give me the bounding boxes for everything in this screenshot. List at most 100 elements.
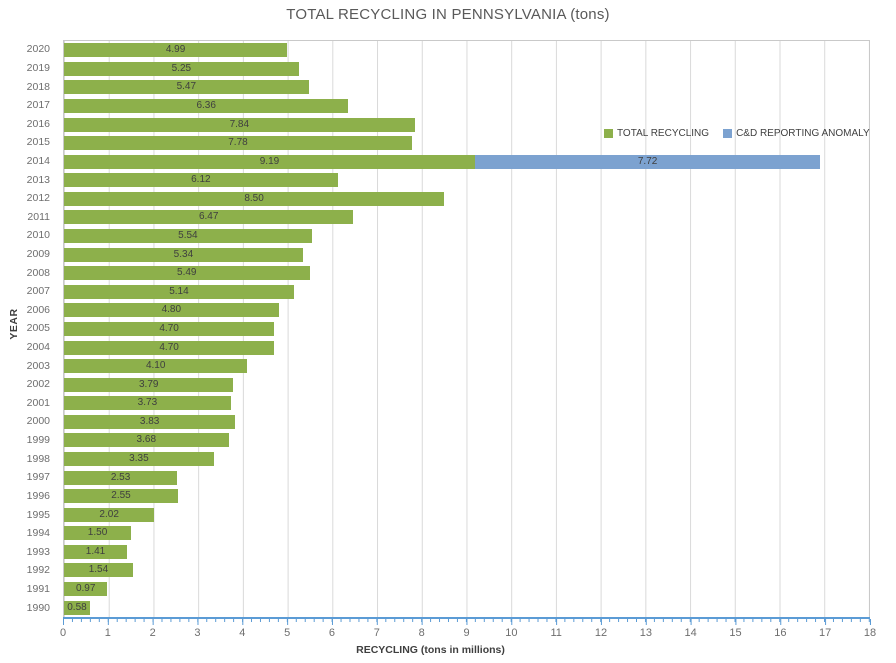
year-tick-label: 1992: [26, 564, 50, 577]
total-recycling-bar: 4.10: [64, 359, 248, 374]
year-tick-label: 2012: [26, 192, 50, 205]
x-tick-label: 11: [550, 627, 562, 639]
total-recycling-bar: 7.84: [64, 117, 415, 132]
year-tick-label: 2000: [26, 415, 50, 428]
x-tick-label: 7: [373, 627, 380, 639]
year-tick-label: 1995: [26, 508, 50, 521]
legend-label: C&D REPORTING ANOMALY: [736, 128, 870, 139]
bar-value-label: 9.19: [259, 155, 280, 167]
bar-value-label: 4.70: [159, 341, 179, 353]
year-tick-label: 1993: [26, 545, 50, 558]
legend-item-cd-anomaly: C&D REPORTING ANOMALY: [723, 128, 870, 139]
bar-row: 7.78: [64, 134, 869, 153]
y-axis-tick-labels: 2020 2019 2018 2017 2016 2015 2014 2013 2012 2011…: [0, 40, 57, 617]
year-tick-label: 2005: [26, 322, 50, 335]
cd-anomaly-swatch-icon: [723, 129, 733, 138]
year-tick-label: 2004: [26, 341, 50, 354]
bar-row: 3.68: [64, 431, 869, 450]
total-recycling-bar: 9.19: [64, 154, 475, 169]
total-recycling-bar: 1.41: [64, 544, 128, 559]
year-tick-label: 1990: [26, 601, 50, 614]
x-tick-label: 6: [328, 627, 336, 639]
bar-value-label: 3.79: [139, 378, 159, 390]
bar-row: 4.80: [64, 301, 869, 320]
bar-row: 4.99: [64, 41, 869, 60]
legend-item-total-recycling: TOTAL RECYCLING: [604, 128, 709, 139]
total-recycling-bar: 5.49: [64, 266, 310, 281]
total-recycling-bar: 3.35: [64, 452, 214, 466]
total-recycling-bar: 1.50: [64, 526, 132, 541]
year-tick-label: 2015: [26, 136, 50, 149]
chart-title: TOTAL RECYCLING IN PENNSYLVANIA (tons): [286, 6, 610, 23]
bar-row: 6.36: [64, 97, 869, 116]
total-recycling-bar: 4.70: [64, 340, 275, 355]
bar-row: 7.84: [64, 115, 869, 134]
bar-value-label: 5.34: [173, 248, 194, 260]
bar-value-label: 2.02: [99, 508, 119, 520]
total-recycling-bar: 8.50: [64, 191, 445, 206]
bar-value-label: 8.50: [244, 192, 264, 204]
total-recycling-bar: 7.78: [64, 136, 412, 151]
bar-row: 2.55: [64, 487, 869, 506]
bar-value-label: 5.25: [171, 62, 192, 74]
bar-row: 6.12: [64, 171, 869, 190]
x-axis-major-ticks: [63, 619, 871, 625]
total-recycling-bar: 3.68: [64, 433, 229, 448]
bar-row: 5.14: [64, 283, 869, 302]
total-recycling-bar: 0.97: [64, 582, 108, 597]
bar-value-label: 1.41: [85, 545, 106, 557]
x-tick-label: 0: [59, 627, 67, 639]
bar-row: 5.34: [64, 245, 869, 264]
year-tick-label: 2014: [26, 154, 50, 167]
bar-value-label: 7.84: [229, 118, 250, 130]
bar-row: 1.41: [64, 543, 869, 562]
bar-row: 4.10: [64, 357, 869, 376]
total-recycling-bar: 2.53: [64, 470, 178, 485]
legend-label: TOTAL RECYCLING: [617, 128, 710, 139]
bar-row: 8.50: [64, 190, 869, 209]
bar-value-label: 5.49: [177, 267, 197, 279]
bar-row: 3.73: [64, 394, 869, 413]
bar-value-label: 0.58: [67, 601, 87, 613]
total-recycling-bar: 6.47: [64, 210, 354, 225]
x-tick-label: 3: [194, 627, 201, 639]
x-axis-line: [63, 617, 870, 619]
total-recycling-bar: 3.83: [64, 414, 236, 429]
x-axis-tick-labels: 0 1 2 3 4 5 6 7 8 9 10 11 12 13 14 15 16 17 18: [59, 627, 876, 641]
plot-area: 4.99 5.25 5.47 6.36 7.84 7.78 9.19 7.72 6.12 8.50…: [63, 40, 870, 617]
x-tick-label: 15: [729, 627, 742, 639]
x-tick-label: 12: [594, 627, 608, 639]
bar-value-label: 6.47: [198, 211, 219, 223]
bar-row: 3.35: [64, 450, 869, 469]
total-recycling-bar: 2.02: [64, 507, 155, 522]
x-tick-label: 1: [104, 627, 111, 639]
x-tick-label: 2: [149, 627, 156, 639]
bar-value-label: 2.53: [110, 471, 131, 483]
total-recycling-bar: 5.47: [64, 80, 309, 95]
year-tick-label: 2010: [26, 229, 50, 242]
bar-row: 1.50: [64, 524, 869, 543]
bar-value-label: 1.50: [87, 527, 108, 539]
year-tick-label: 1998: [26, 452, 50, 465]
x-axis-title: RECYCLING (tons in millions): [356, 644, 505, 656]
year-tick-label: 1991: [26, 582, 50, 595]
bar-row: 0.97: [64, 580, 869, 599]
total-recycling-bar: 5.54: [64, 229, 312, 244]
x-tick-label: 13: [639, 627, 652, 639]
bar-value-label: 3.68: [136, 434, 157, 446]
x-tick-label: 18: [863, 627, 877, 639]
year-tick-label: 1997: [26, 471, 50, 484]
bar-row: 4.70: [64, 338, 869, 357]
year-tick-label: 2018: [26, 80, 50, 93]
bar-row: 4.70: [64, 320, 869, 339]
bar-row: 9.19 7.72: [64, 152, 869, 171]
total-recycling-bar: 5.25: [64, 61, 299, 76]
bar-value-label: 4.70: [159, 322, 179, 334]
bar-value-label: 5.47: [176, 81, 197, 93]
x-tick-label: 17: [819, 627, 832, 639]
x-tick-label: 16: [774, 627, 787, 639]
total-recycling-bar: 5.14: [64, 284, 294, 299]
total-recycling-bar: 4.70: [64, 321, 275, 336]
bar-row: 2.02: [64, 505, 869, 524]
